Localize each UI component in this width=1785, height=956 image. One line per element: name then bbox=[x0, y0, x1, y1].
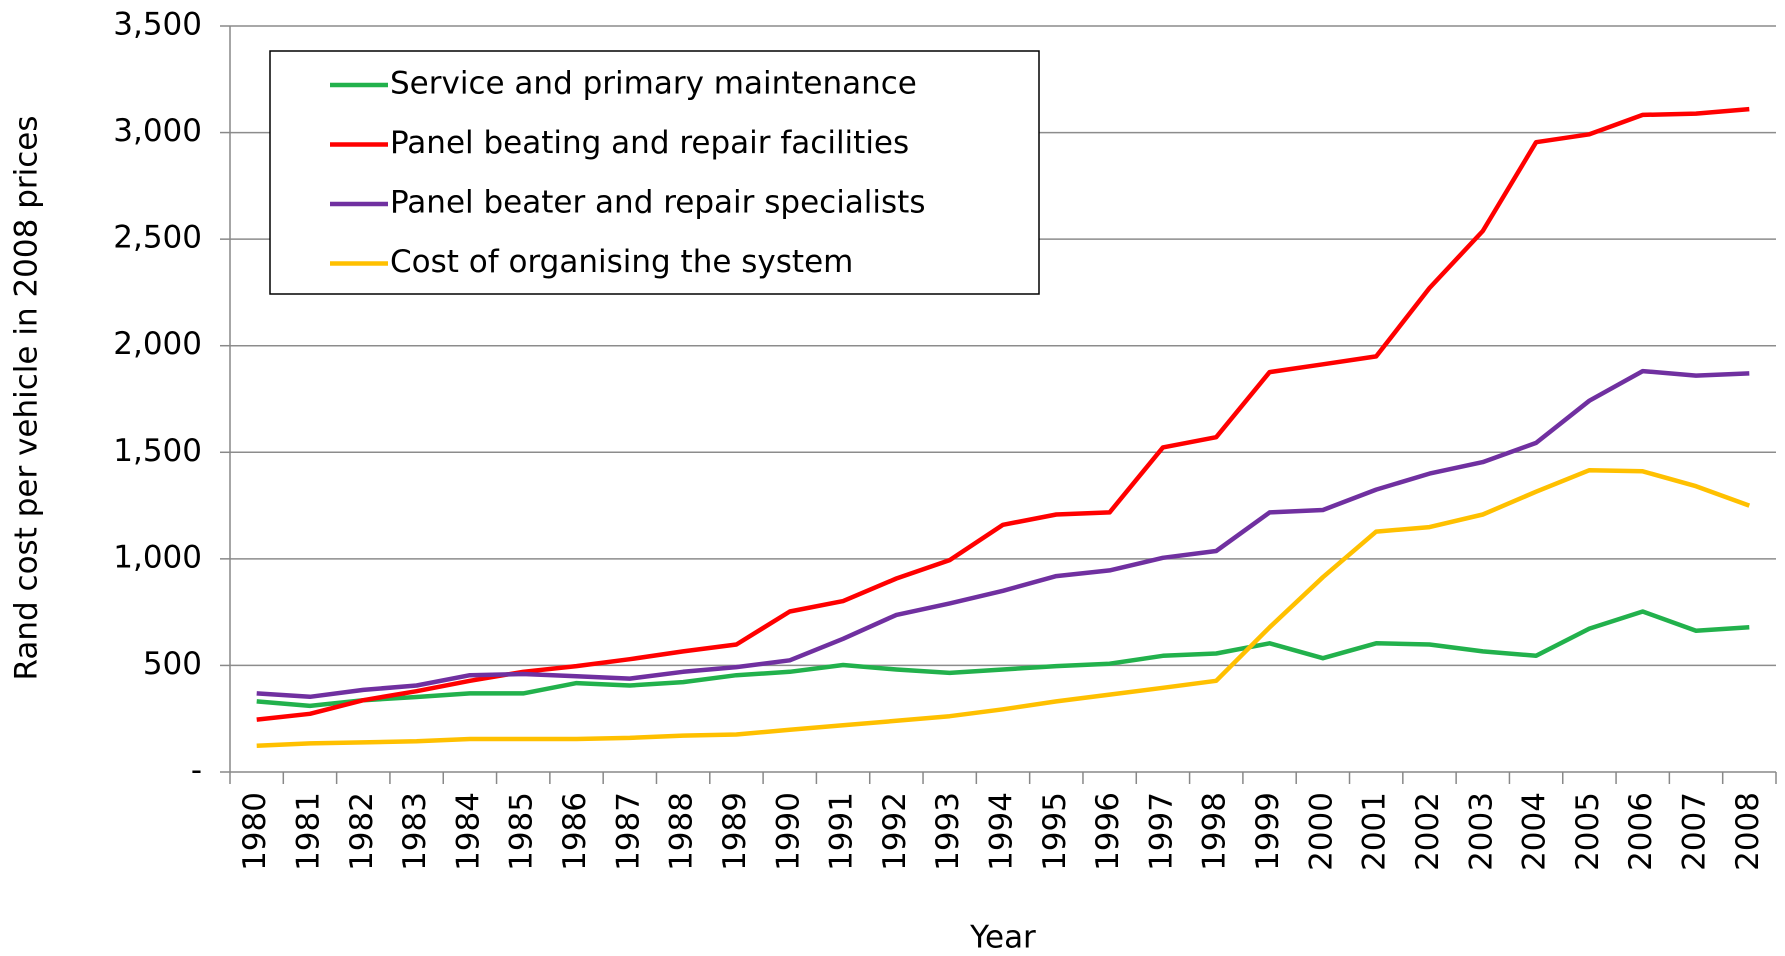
y-axis-label: Rand cost per vehicle in 2008 prices bbox=[9, 116, 45, 681]
y-tick-label: 2,000 bbox=[113, 326, 202, 362]
x-tick-label: 1999 bbox=[1250, 792, 1286, 871]
x-tick-label: 1985 bbox=[504, 792, 540, 871]
legend-label: Cost of organising the system bbox=[390, 244, 853, 280]
x-tick-label: 2002 bbox=[1410, 792, 1446, 871]
y-tick-label: 3,500 bbox=[113, 7, 202, 43]
y-tick-label: 2,500 bbox=[113, 220, 202, 256]
x-tick-label: 2008 bbox=[1730, 792, 1766, 871]
x-tick-label: 1987 bbox=[610, 792, 646, 871]
x-tick-label: 2004 bbox=[1517, 792, 1553, 871]
x-tick-label: 1995 bbox=[1037, 792, 1073, 871]
x-tick-label: 1982 bbox=[344, 792, 380, 871]
x-tick-label: 2003 bbox=[1463, 792, 1499, 871]
x-tick-label: 2005 bbox=[1570, 792, 1606, 871]
x-tick-label: 1992 bbox=[877, 792, 913, 871]
series-line bbox=[256, 467, 1751, 749]
x-tick-label: 1986 bbox=[557, 792, 593, 871]
x-tick-label: 2006 bbox=[1623, 792, 1659, 871]
x-tick-label: 2007 bbox=[1677, 792, 1713, 871]
legend-label: Service and primary maintenance bbox=[390, 66, 917, 102]
x-tick-label: 1980 bbox=[237, 792, 273, 871]
x-tick-label: 1984 bbox=[450, 792, 486, 871]
y-tick-label: 3,000 bbox=[113, 113, 202, 149]
legend-label: Panel beater and repair specialists bbox=[390, 185, 926, 221]
x-tick-label: 2000 bbox=[1303, 792, 1339, 871]
x-tick-label: 1990 bbox=[770, 792, 806, 871]
legend-box bbox=[269, 50, 1040, 295]
x-axis-label: Year bbox=[969, 920, 1036, 956]
x-tick-label: 1989 bbox=[717, 792, 753, 871]
x-tick-label: 1993 bbox=[930, 792, 966, 871]
x-tick-label: 1997 bbox=[1143, 792, 1179, 871]
y-tick-label: 1,500 bbox=[113, 433, 202, 469]
y-tick-label: - bbox=[191, 753, 202, 789]
x-tick-label: 1981 bbox=[290, 792, 326, 871]
y-tick-label: 1,000 bbox=[113, 539, 202, 575]
x-tick-label: 1983 bbox=[397, 792, 433, 871]
y-tick-label: 500 bbox=[143, 646, 202, 682]
series-line bbox=[256, 609, 1750, 709]
x-tick-label: 1994 bbox=[984, 792, 1020, 871]
x-tick-label: 1988 bbox=[664, 792, 700, 871]
legend-label: Panel beating and repair facilities bbox=[390, 125, 909, 161]
x-tick-label: 2001 bbox=[1357, 792, 1393, 871]
x-tick-label: 1991 bbox=[824, 792, 860, 871]
x-tick-label: 1996 bbox=[1090, 792, 1126, 871]
series-line bbox=[256, 368, 1750, 700]
x-tick-label: 1998 bbox=[1197, 792, 1233, 871]
